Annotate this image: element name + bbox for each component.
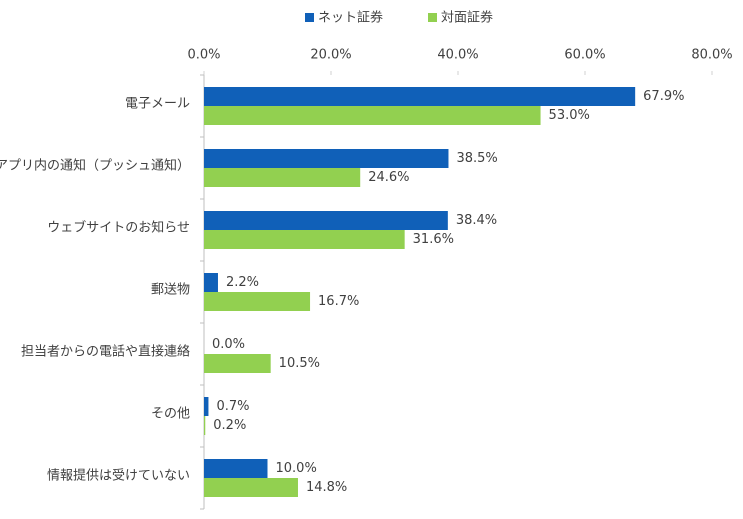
y-tick-label: 郵送物	[151, 283, 190, 298]
value-label: 67.9%	[643, 89, 684, 104]
y-tick-label: ウェブサイトのお知らせ	[47, 220, 190, 236]
y-tick-label: その他	[151, 407, 190, 422]
x-tick-label: 20.0%	[310, 48, 351, 63]
legend-label: ネット証券	[318, 10, 383, 26]
bar	[204, 168, 361, 187]
bar	[204, 230, 405, 249]
x-tick-label: 40.0%	[437, 48, 478, 63]
value-label: 53.0%	[549, 108, 590, 123]
value-label: 16.7%	[318, 294, 359, 309]
y-tick-label: 情報提供は受けていない	[47, 468, 190, 484]
bar	[204, 149, 449, 168]
value-label: 0.0%	[212, 337, 245, 352]
bar	[204, 459, 268, 478]
y-tick-label: 担当者からの電話や直接連絡	[21, 344, 190, 360]
y-tick-label: 電子メール	[125, 97, 190, 112]
legend-label: 対面証券	[441, 10, 493, 26]
bar	[204, 397, 209, 416]
x-tick-label: 0.0%	[187, 48, 220, 63]
bar	[204, 273, 218, 292]
value-label: 38.5%	[456, 151, 497, 166]
legend-swatch	[305, 13, 314, 22]
value-label: 14.8%	[306, 480, 347, 495]
value-label: 24.6%	[368, 170, 409, 185]
bar	[204, 87, 636, 106]
bar	[204, 416, 206, 435]
value-label: 2.2%	[226, 275, 259, 290]
value-label: 31.6%	[413, 232, 454, 247]
bar	[204, 211, 448, 230]
value-label: 10.5%	[279, 356, 320, 371]
value-label: 0.2%	[213, 418, 246, 433]
x-tick-label: 60.0%	[564, 48, 605, 63]
bar	[204, 354, 271, 373]
x-tick-label: 80.0%	[691, 48, 732, 63]
legend-swatch	[428, 13, 437, 22]
value-label: 38.4%	[456, 213, 497, 228]
bar	[204, 106, 541, 125]
y-tick-label: アプリ内の通知（プッシュ通知）	[0, 158, 190, 174]
value-label: 10.0%	[276, 461, 317, 476]
value-label: 0.7%	[216, 399, 249, 414]
bar	[204, 292, 311, 311]
bar	[204, 478, 298, 497]
